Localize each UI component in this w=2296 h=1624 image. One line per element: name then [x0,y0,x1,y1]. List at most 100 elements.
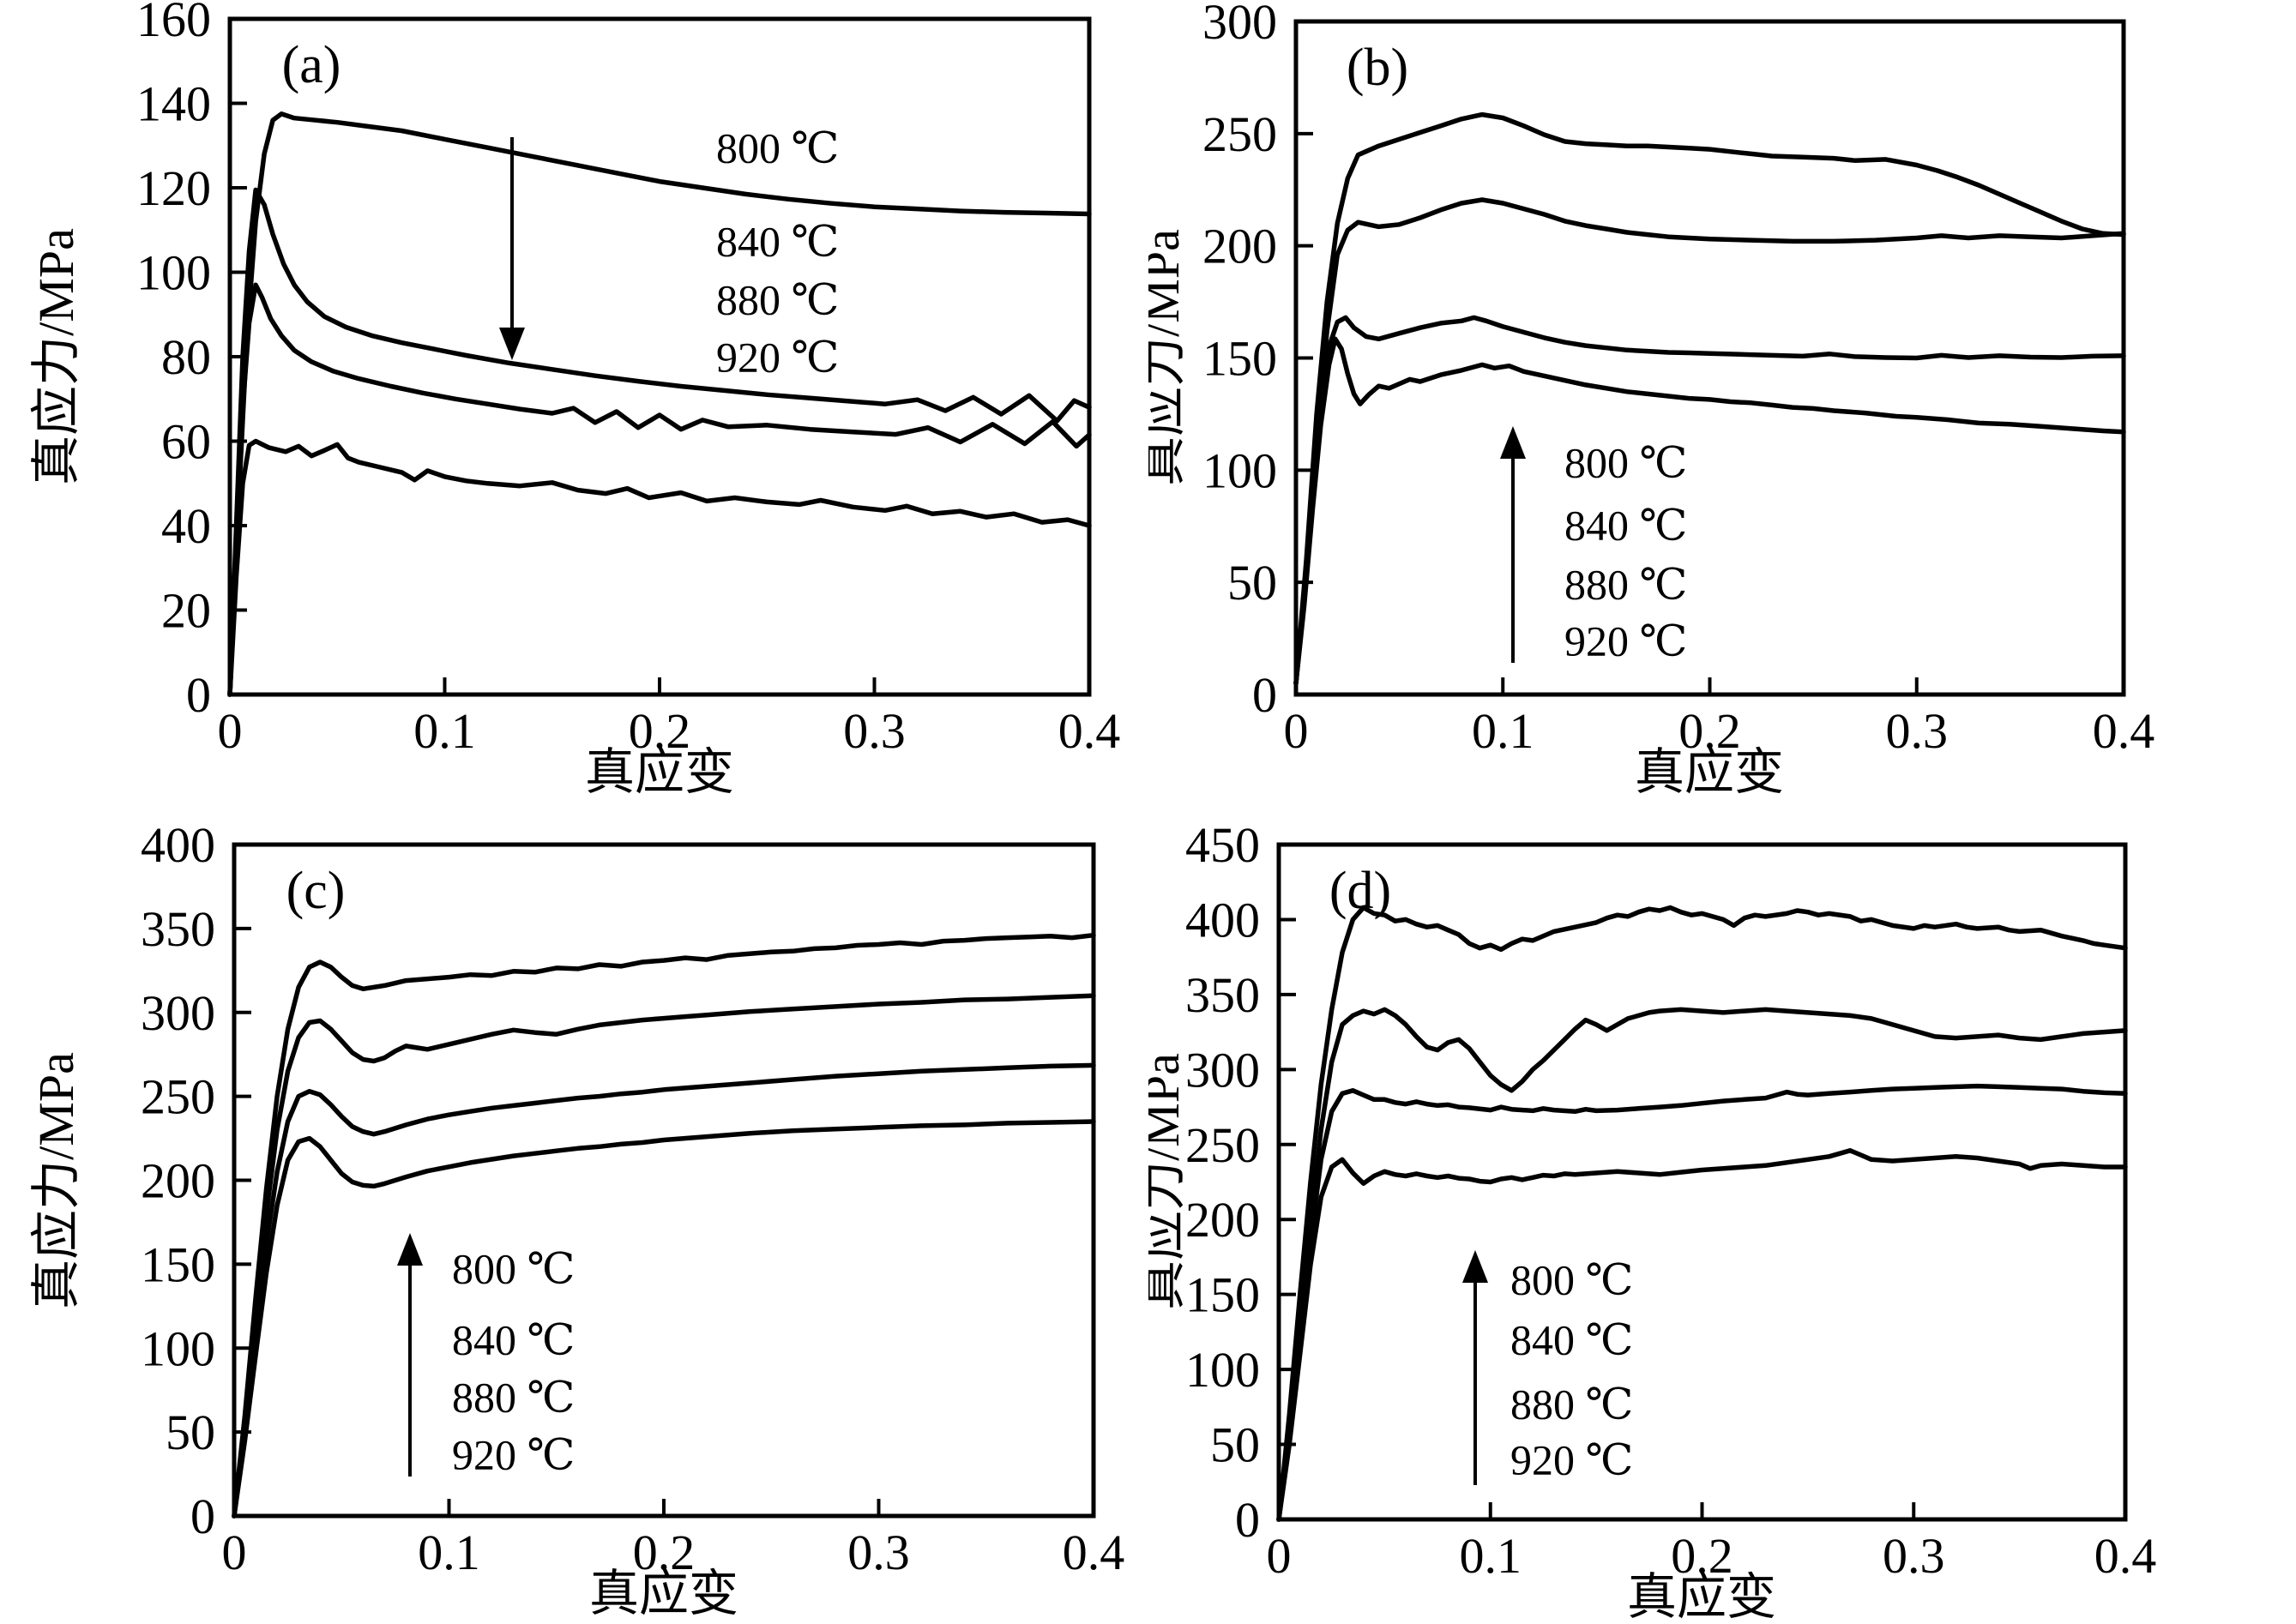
x-tick-label: 0.4 [2094,1528,2157,1584]
x-tick-label: 0 [218,703,243,759]
temperature-arrow-up-icon [1500,426,1526,459]
x-tick-label: 0.4 [2093,703,2155,759]
y-tick-label: 150 [1202,331,1277,387]
temperature-arrow-up-icon [1462,1250,1488,1283]
panel-c-y-axis-title: 真应力/MPa [28,1052,84,1309]
y-tick-label: 200 [1185,1192,1260,1248]
temp-label-840: 840 ℃ [452,1315,575,1363]
panel-c-x-axis-title: 真应变 [589,1566,738,1621]
panel-b-axes: 0 0.1 0.2 0.3 0.4 0 50 100 150 200 250 300 [1202,0,2154,759]
series-line-880 ℃ [1276,1083,2128,1522]
series-line-800 ℃ [1276,905,2128,1522]
y-tick-label: 350 [141,901,215,957]
y-tick-label: 0 [1235,1492,1260,1548]
panel-b-y-axis-title: 真应力/MPa [1148,229,1190,486]
y-tick-label: 40 [161,498,211,554]
temp-label-920: 920 ℃ [1510,1435,1633,1483]
panel-d-y-axis-title: 真应力/MPa [1148,1053,1190,1310]
y-tick-label: 80 [161,329,211,385]
series-line-800 ℃ [1293,111,2126,686]
x-tick-label: 0.3 [1883,1528,1945,1584]
x-tick-label: 0.4 [1058,703,1121,759]
temp-label-880: 880 ℃ [452,1373,575,1421]
x-tick-label: 0 [1267,1528,1292,1584]
y-tick-label: 250 [1185,1117,1260,1173]
x-tick-label: 0.1 [1460,1528,1522,1584]
plot-border [232,842,1096,1519]
x-tick-label: 0.3 [1886,703,1949,759]
series-line-920 ℃ [232,1119,1096,1519]
y-tick-label: 300 [141,985,215,1041]
y-tick-label: 150 [141,1236,215,1292]
series-line-840 ℃ [227,187,1092,697]
y-tick-label: 200 [141,1153,215,1209]
y-tick-label: 60 [161,414,211,470]
y-tick-label: 100 [1185,1342,1260,1398]
y-tick-label: 300 [1185,1042,1260,1098]
y-tick-label: 50 [1227,555,1277,611]
y-tick-label: 250 [1202,106,1277,162]
series-line-920 ℃ [1276,1148,2128,1522]
y-tick-label: 120 [136,160,211,216]
temp-label-920: 920 ℃ [1564,617,1687,665]
y-tick-label: 140 [136,76,211,132]
panel-d-letter: (d) [1329,862,1391,920]
y-tick-label: 160 [136,0,211,47]
panel-d-annotation: 800 ℃ 840 ℃ 880 ℃ 920 ℃ [1462,1250,1633,1485]
temp-label-800: 800 ℃ [1510,1255,1633,1303]
x-tick-label: 0.3 [843,703,906,759]
y-tick-label: 0 [190,1489,215,1544]
x-tick-label: 0.3 [847,1525,910,1580]
y-tick-label: 100 [1202,442,1277,498]
temp-label-800: 800 ℃ [452,1244,575,1292]
x-tick-label: 0 [1284,703,1309,759]
panel-b-curves [1293,111,2126,686]
panel-c-axes: 0 0.1 0.2 0.3 0.4 0 50 100 150 200 250 300 350 400 [141,817,1124,1580]
plot-border [227,16,1092,697]
panel-d: 0 0.1 0.2 0.3 0.4050100150200250300350400450… [1148,817,2156,1624]
series-line-920 ℃ [227,438,1092,697]
series-line-880 ℃ [227,282,1092,697]
series-line-880 ℃ [232,1062,1096,1519]
y-tick-label: 200 [1202,219,1277,274]
temp-label-800: 800 ℃ [1564,438,1687,486]
y-tick-label: 450 [1185,817,1260,873]
panel-a: 0 0.1 0.2 0.3 0.4 0 20 40 60 80 100 120 140 160 (a) 真… [28,0,1121,800]
panel-b-annotation: 800 ℃ 840 ℃ 880 ℃ 920 ℃ [1500,426,1687,665]
panel-d-curves [1276,905,2128,1522]
x-tick-label: 0.2 [1678,703,1741,759]
plot-border [1276,842,2128,1522]
x-tick-label: 0 [222,1525,247,1580]
series-line-920 ℃ [1293,336,2126,686]
temperature-arrow-up-icon [397,1233,423,1266]
panel-c-curves [232,932,1096,1519]
panel-a-annotation: 800 ℃ 840 ℃ 880 ℃ 920 ℃ [499,123,839,381]
x-tick-label: 0.1 [413,703,476,759]
temp-label-880: 880 ℃ [716,275,839,323]
temp-label-800: 800 ℃ [716,123,839,171]
series-line-840 ℃ [1276,1007,2128,1522]
y-tick-label: 100 [141,1320,215,1376]
temperature-arrow-down-icon [499,328,525,360]
y-tick-label: 400 [141,817,215,873]
y-tick-label: 300 [1202,0,1277,50]
panel-c: 0 0.1 0.2 0.3 0.4 0 50 100 150 200 250 300 350 400 (c… [28,817,1124,1621]
y-tick-label: 50 [166,1404,215,1460]
temp-label-840: 840 ℃ [1510,1315,1633,1363]
temp-label-920: 920 ℃ [452,1430,575,1478]
series-line-800 ℃ [227,111,1092,697]
panel-a-x-axis-title: 真应变 [585,744,734,800]
panel-a-letter: (a) [282,36,341,94]
panel-b-x-axis-title: 真应变 [1635,744,1784,800]
y-tick-label: 20 [161,583,211,639]
y-tick-label: 150 [1185,1267,1260,1323]
y-tick-label: 400 [1185,892,1260,947]
temp-label-920: 920 ℃ [716,333,839,381]
series-line-880 ℃ [1293,315,2126,686]
x-tick-label: 0.2 [1671,1528,1733,1584]
panel-a-curves [227,111,1092,697]
y-tick-label: 100 [136,245,211,301]
